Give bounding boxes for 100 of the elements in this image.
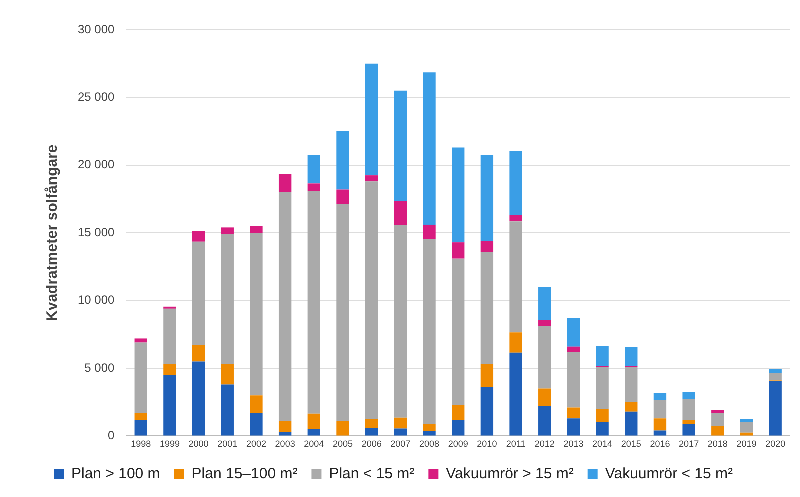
x-tick-label: 2003 [275, 439, 296, 450]
x-tick-label: 2006 [362, 439, 382, 450]
x-tick-label: 1999 [160, 439, 180, 450]
x-tick-label: 2001 [218, 439, 238, 450]
y-tick-label: 25 000 [78, 90, 116, 104]
bar [682, 424, 696, 436]
bar [250, 396, 263, 414]
bar [538, 320, 552, 327]
y-tick-label: 20 000 [78, 158, 116, 172]
bar [510, 216, 522, 222]
bar [480, 364, 494, 388]
bar [567, 408, 580, 419]
bar [336, 132, 350, 190]
bar [365, 176, 378, 182]
bar [480, 252, 494, 364]
bar [538, 406, 552, 436]
bar [567, 318, 580, 347]
bar [538, 388, 552, 406]
bar [192, 362, 206, 436]
bar [336, 190, 350, 204]
x-tick-label: 1998 [131, 439, 152, 450]
bar [452, 258, 465, 406]
y-tick-label: 30 000 [78, 22, 116, 36]
bar [394, 428, 408, 436]
x-tick-label: 2012 [534, 439, 555, 450]
bar [336, 421, 350, 436]
bar [365, 428, 378, 436]
bar [452, 405, 465, 420]
x-tick-label: 2008 [419, 439, 440, 450]
bar [221, 234, 234, 364]
bar [654, 430, 667, 436]
bar [423, 431, 436, 436]
bar [510, 352, 522, 436]
bar [394, 90, 408, 202]
bar [164, 364, 176, 376]
bar [769, 381, 782, 436]
x-tick-label: 2014 [592, 439, 613, 450]
bar [278, 432, 292, 436]
legend-label: Vakuumrör > 15 m² [446, 466, 574, 483]
bar [452, 148, 465, 243]
bar [308, 414, 320, 430]
bar [164, 375, 176, 436]
bar [423, 72, 436, 225]
x-tick-label: 2017 [679, 439, 700, 450]
bar [452, 242, 465, 259]
bar [654, 394, 667, 400]
bar [134, 338, 148, 343]
bar [134, 413, 148, 420]
bar [740, 422, 754, 433]
bar [510, 332, 522, 353]
bar [682, 392, 696, 399]
bar [221, 228, 234, 234]
bar [250, 413, 263, 436]
bar [625, 348, 638, 366]
bar [164, 308, 176, 364]
x-tick-label: 2009 [448, 439, 468, 450]
bar [596, 422, 609, 436]
bar [394, 224, 408, 418]
bar [192, 242, 206, 346]
bar [221, 384, 234, 436]
bar [769, 373, 782, 381]
bar [308, 184, 320, 192]
bar [365, 419, 378, 428]
bar [769, 369, 782, 374]
bar [654, 400, 667, 419]
bar [538, 326, 552, 389]
bar [480, 155, 494, 242]
bar [596, 409, 609, 422]
bar [712, 410, 724, 414]
x-tick-label: 2011 [506, 439, 526, 450]
x-tick-label: 2004 [304, 439, 324, 450]
bar [682, 420, 696, 424]
x-tick-label: 2019 [736, 439, 757, 450]
bar [278, 421, 292, 432]
bar [336, 204, 350, 422]
bar [308, 429, 320, 436]
bar [250, 226, 263, 234]
bar [308, 155, 320, 184]
x-tick-label: 2015 [621, 439, 642, 450]
bar [423, 239, 436, 424]
bar [308, 191, 320, 414]
x-tick-label: 2000 [188, 439, 209, 450]
x-tick-label: 2016 [650, 439, 670, 450]
bar [394, 201, 408, 225]
y-tick-label: 10 000 [78, 293, 116, 308]
bar [567, 352, 580, 408]
bar [712, 413, 724, 426]
bar [250, 233, 263, 396]
bar [192, 231, 206, 242]
x-tick-label: 2010 [477, 439, 498, 450]
bar [365, 182, 378, 420]
bar [394, 418, 408, 429]
bar [625, 367, 638, 402]
x-tick-label: 2020 [766, 439, 786, 450]
bar [567, 346, 580, 352]
bar [567, 418, 580, 436]
bar [423, 424, 436, 432]
bar [480, 241, 494, 252]
bar [221, 364, 234, 385]
bar [134, 420, 148, 436]
